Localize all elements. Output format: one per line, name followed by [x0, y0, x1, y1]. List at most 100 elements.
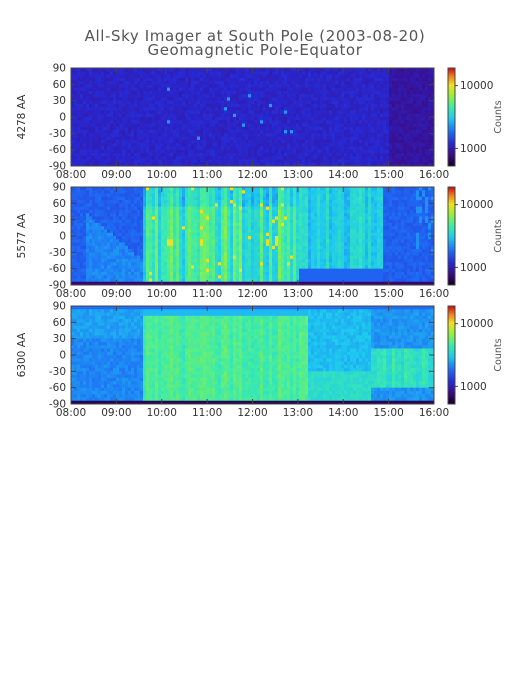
heatmap-cell	[125, 139, 129, 144]
heatmap-cell	[74, 123, 78, 128]
heatmap-cell	[251, 81, 255, 85]
heatmap-cell	[137, 146, 141, 151]
heatmap-cell	[353, 90, 357, 95]
heatmap-cell	[185, 130, 189, 134]
heatmap-cell	[302, 74, 306, 79]
heatmap-cell	[335, 113, 339, 118]
heatmap-cell	[194, 162, 198, 167]
heatmap-cell	[398, 71, 402, 75]
heatmap-cell	[74, 271, 78, 276]
heatmap-cell	[173, 94, 177, 98]
heatmap-cell	[374, 156, 378, 160]
heatmap-cell	[110, 222, 114, 227]
heatmap-cell	[368, 77, 372, 82]
heatmap-cell	[365, 149, 369, 154]
heatmap-cell	[125, 278, 129, 283]
heatmap-cell	[278, 90, 282, 95]
heatmap-cell	[185, 87, 189, 92]
heatmap-cell	[284, 133, 288, 137]
heatmap-cell	[146, 190, 150, 194]
heatmap-cell	[428, 162, 432, 167]
heatmap-cell	[164, 149, 168, 154]
heatmap-cell	[146, 71, 150, 75]
heatmap-cell	[368, 107, 372, 111]
heatmap-cell	[416, 110, 420, 115]
heatmap-cell	[248, 126, 252, 131]
heatmap-cell	[380, 90, 384, 95]
heatmap-cell	[314, 90, 318, 95]
heatmap-cell	[206, 100, 210, 105]
heatmap-cell	[161, 229, 165, 234]
heatmap-cell	[134, 77, 138, 82]
heatmap-cell	[83, 74, 87, 79]
heatmap-cell	[128, 249, 132, 253]
heatmap-cell	[191, 84, 195, 88]
heatmap-cell	[314, 143, 318, 147]
heatmap-cell	[290, 149, 294, 154]
heatmap-cell	[272, 152, 276, 157]
heatmap-cell	[107, 146, 111, 151]
heatmap-cell	[101, 193, 105, 198]
heatmap-cell	[410, 149, 414, 154]
heatmap-cell	[215, 87, 219, 92]
heatmap-cell	[185, 71, 189, 75]
heatmap-cell	[392, 103, 396, 108]
heatmap-cell	[98, 239, 102, 243]
heatmap-cell	[188, 146, 192, 151]
heatmap-cell	[188, 162, 192, 167]
heatmap-cell	[341, 77, 345, 82]
heatmap-cell	[422, 103, 426, 108]
heatmap-cell	[176, 236, 180, 240]
heatmap-cell	[182, 229, 186, 234]
heatmap-cell	[128, 156, 132, 160]
heatmap-cell	[197, 94, 201, 98]
heatmap-cell	[146, 103, 150, 108]
heatmap-cell	[260, 100, 264, 105]
heatmap-cell	[407, 120, 411, 124]
heatmap-cell	[422, 97, 426, 102]
heatmap-cell	[89, 84, 93, 88]
heatmap-cell	[284, 136, 288, 141]
heatmap-cell	[122, 258, 126, 263]
heatmap-cell	[203, 74, 207, 79]
heatmap-cell	[137, 77, 141, 82]
heatmap-cell	[149, 229, 153, 234]
heatmap-cell	[164, 271, 168, 276]
heatmap-cell	[404, 149, 408, 154]
heatmap-cell	[89, 219, 93, 224]
heatmap-cell	[428, 97, 432, 102]
heatmap-cell	[155, 229, 159, 234]
heatmap-cell	[104, 110, 108, 115]
heatmap-cell	[185, 97, 189, 102]
heatmap-cell	[164, 74, 168, 79]
heatmap-cell	[155, 193, 159, 198]
heatmap-cell	[431, 74, 435, 79]
heatmap-cell	[71, 209, 75, 214]
heatmap-cell	[152, 149, 156, 154]
heatmap-cell	[203, 77, 207, 82]
heatmap-cell	[281, 146, 285, 151]
heatmap-cell	[425, 110, 429, 115]
heatmap-cell	[104, 200, 108, 204]
heatmap-cell	[101, 262, 105, 266]
heatmap-cell	[107, 162, 111, 167]
heatmap-cell	[158, 159, 162, 164]
heatmap-cell	[116, 159, 120, 164]
heatmap-cell	[347, 133, 351, 137]
heatmap-cell	[305, 143, 309, 147]
heatmap-cell	[134, 68, 138, 72]
heatmap-cell	[179, 159, 183, 164]
heatmap-cell	[167, 100, 171, 105]
colorbar-step	[448, 112, 455, 115]
heatmap-cell	[302, 107, 306, 111]
y-axis-label: 4278 AA	[16, 94, 28, 140]
heatmap-cell	[95, 159, 99, 164]
heatmap-cell	[239, 152, 243, 157]
heatmap-cell	[149, 245, 153, 250]
heatmap-cell	[323, 74, 327, 79]
heatmap-cell	[365, 107, 369, 111]
heatmap-cell	[350, 162, 354, 167]
heatmap-cell	[368, 152, 372, 157]
heatmap-cell	[152, 139, 156, 144]
heatmap-cell	[92, 71, 96, 75]
